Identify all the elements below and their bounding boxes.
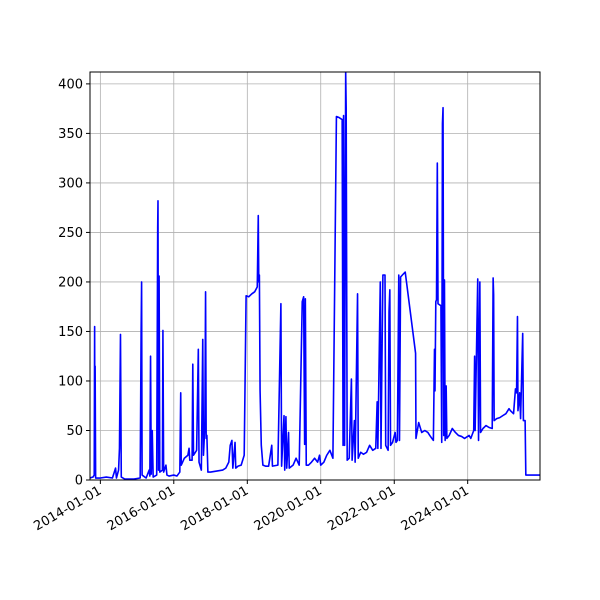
y-tick-label: 150 (58, 325, 83, 340)
series-layer (90, 72, 540, 480)
y-tick-label: 300 (58, 176, 83, 191)
y-tick-label: 0 (75, 474, 83, 489)
y-tick-label: 100 (58, 374, 83, 389)
y-tick-label: 400 (58, 77, 83, 92)
series-line-0 (90, 72, 540, 480)
y-tick-label: 50 (66, 424, 83, 439)
y-tick-label: 350 (58, 127, 83, 142)
y-tick-label: 200 (58, 275, 83, 290)
grid-lines (90, 72, 540, 481)
y-tick-label: 250 (58, 226, 83, 241)
plot-frame (89, 71, 541, 481)
y-axis: 0 50 100 150 200 250 300 350 400 (58, 77, 90, 489)
